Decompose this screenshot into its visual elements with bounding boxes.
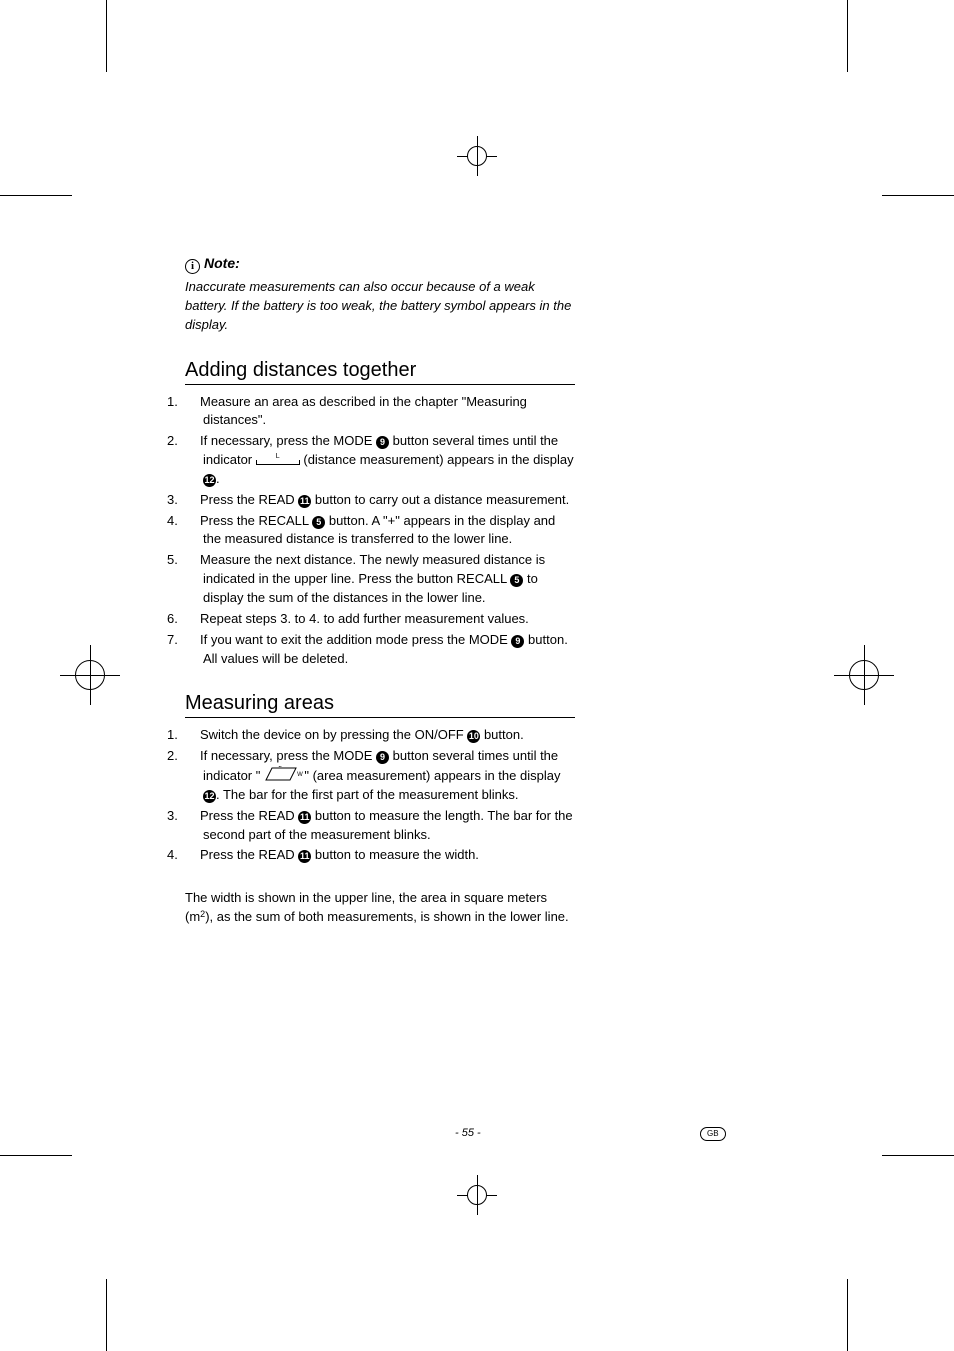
- crop-mark: [882, 195, 954, 196]
- list-item: 7.If you want to exit the addition mode …: [185, 631, 575, 669]
- registration-mark: [457, 136, 497, 176]
- info-icon: i: [185, 259, 200, 274]
- list-item: 4.Press the READ 11 button to measure th…: [185, 846, 575, 865]
- instruction-list: 1.Measure an area as described in the ch…: [185, 393, 575, 669]
- list-item: 6.Repeat steps 3. to 4. to add further m…: [185, 610, 575, 629]
- crop-mark: [106, 0, 107, 72]
- reference-badge: 11: [298, 495, 311, 508]
- svg-text:W: W: [298, 772, 304, 778]
- page-number: - 55 -: [455, 1127, 481, 1139]
- list-item: 1.Switch the device on by pressing the O…: [185, 726, 575, 745]
- section-heading: Adding distances together: [185, 359, 575, 385]
- crop-mark: [0, 195, 72, 196]
- list-item: 3.Press the READ 11 button to measure th…: [185, 807, 575, 845]
- language-badge: GB: [700, 1127, 726, 1141]
- registration-mark: [834, 645, 894, 705]
- crop-mark: [847, 0, 848, 72]
- reference-badge: 10: [467, 730, 480, 743]
- instruction-list: 1.Switch the device on by pressing the O…: [185, 726, 575, 865]
- crop-mark: [106, 1279, 107, 1351]
- reference-badge: 9: [376, 436, 389, 449]
- list-item: 5.Measure the next distance. The newly m…: [185, 551, 575, 608]
- reference-badge: 9: [376, 751, 389, 764]
- crop-mark: [847, 1279, 848, 1351]
- list-item: 4.Press the RECALL 5 button. A "+" appea…: [185, 512, 575, 550]
- distance-icon: L: [256, 455, 300, 465]
- reference-badge: 9: [511, 635, 524, 648]
- page-content: i Note: Inaccurate measurements can also …: [185, 255, 775, 927]
- list-item: 2.If necessary, press the MODE 9 button …: [185, 432, 575, 489]
- reference-badge: 12: [203, 790, 216, 803]
- note-body: Inaccurate measurements can also occur b…: [185, 278, 575, 335]
- reference-badge: 5: [312, 516, 325, 529]
- trailing-paragraph: The width is shown in the upper line, th…: [185, 889, 575, 927]
- reference-badge: 11: [298, 811, 311, 824]
- reference-badge: 5: [510, 574, 523, 587]
- reference-badge: 12: [203, 474, 216, 487]
- note-title: Note:: [204, 255, 240, 271]
- list-item: 1.Measure an area as described in the ch…: [185, 393, 575, 431]
- crop-mark: [882, 1155, 954, 1156]
- section-heading: Measuring areas: [185, 692, 575, 718]
- list-item: 3.Press the READ 11 button to carry out …: [185, 491, 575, 510]
- reference-badge: 11: [298, 850, 311, 863]
- registration-mark: [457, 1175, 497, 1215]
- crop-mark: [0, 1155, 72, 1156]
- list-item: 2.If necessary, press the MODE 9 button …: [185, 747, 575, 805]
- registration-mark: [60, 645, 120, 705]
- note-heading: i Note:: [185, 255, 575, 274]
- area-icon: LW: [260, 766, 304, 782]
